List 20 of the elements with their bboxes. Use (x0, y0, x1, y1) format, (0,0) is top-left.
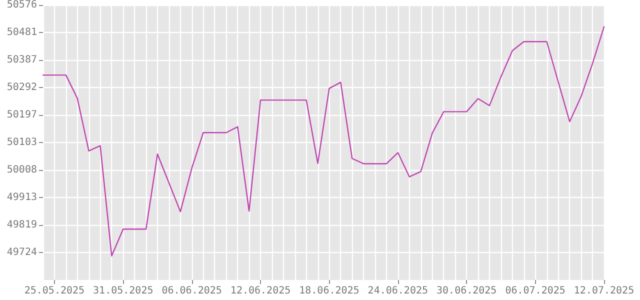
x-tick-label: 06.07.2025 (505, 286, 566, 296)
x-tick-label: 25.05.2025 (24, 286, 85, 296)
y-tick-label: 49819 (6, 220, 37, 231)
y-tick-label: 49913 (6, 192, 37, 204)
x-tick-label: 12.06.2025 (230, 286, 291, 296)
x-tick-label: 31.05.2025 (93, 286, 154, 296)
x-tick-label: 06.06.2025 (162, 286, 222, 296)
y-tick-label: 50387 (6, 54, 37, 66)
y-tick-label: 50008 (6, 164, 37, 176)
y-tick-label: 50197 (6, 110, 37, 121)
x-tick-label: 18.06.2025 (299, 286, 360, 296)
y-tick-label: 50292 (6, 82, 37, 94)
x-tick-label: 12.07.2025 (574, 286, 634, 296)
x-tick-label: 30.06.2025 (436, 286, 497, 296)
y-tick-label: 50576 (6, 0, 37, 10)
y-tick-label: 49724 (6, 247, 37, 258)
x-tick-label: 24.06.2025 (368, 286, 428, 296)
y-tick-label: 50481 (6, 27, 37, 38)
line-series (42, 26, 605, 256)
y-tick-label: 50103 (6, 137, 37, 148)
